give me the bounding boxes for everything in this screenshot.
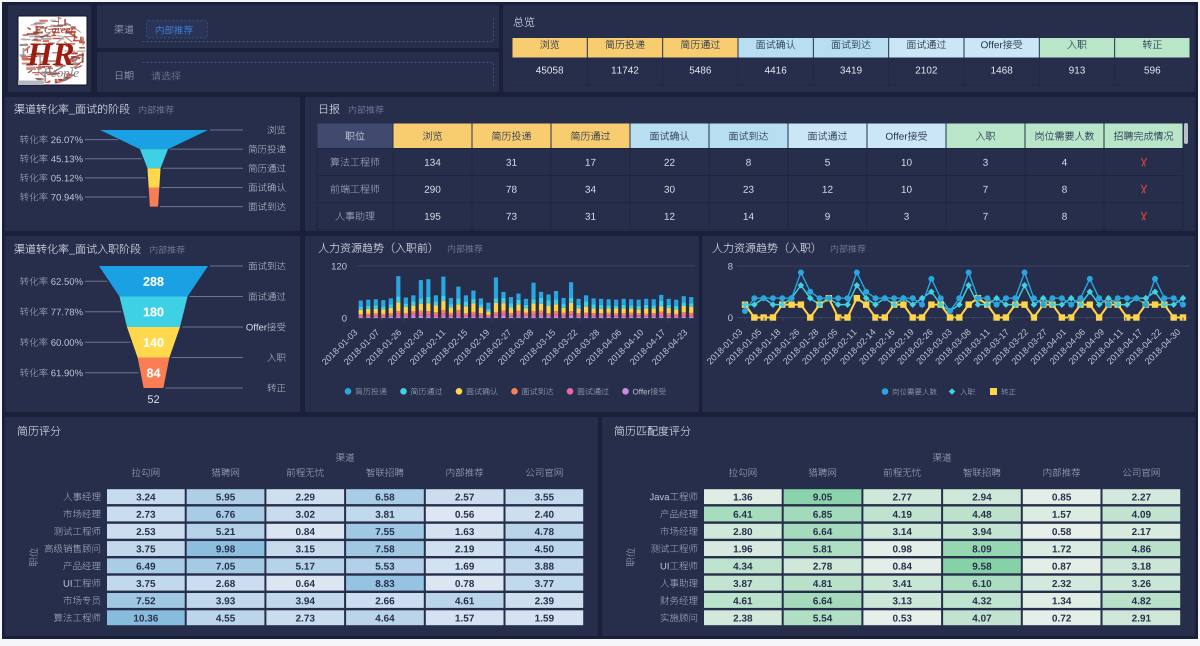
svg-text:HR: HR — [26, 37, 75, 73]
svg-text:People: People — [42, 65, 79, 80]
svg-text:Career: Career — [44, 24, 75, 36]
